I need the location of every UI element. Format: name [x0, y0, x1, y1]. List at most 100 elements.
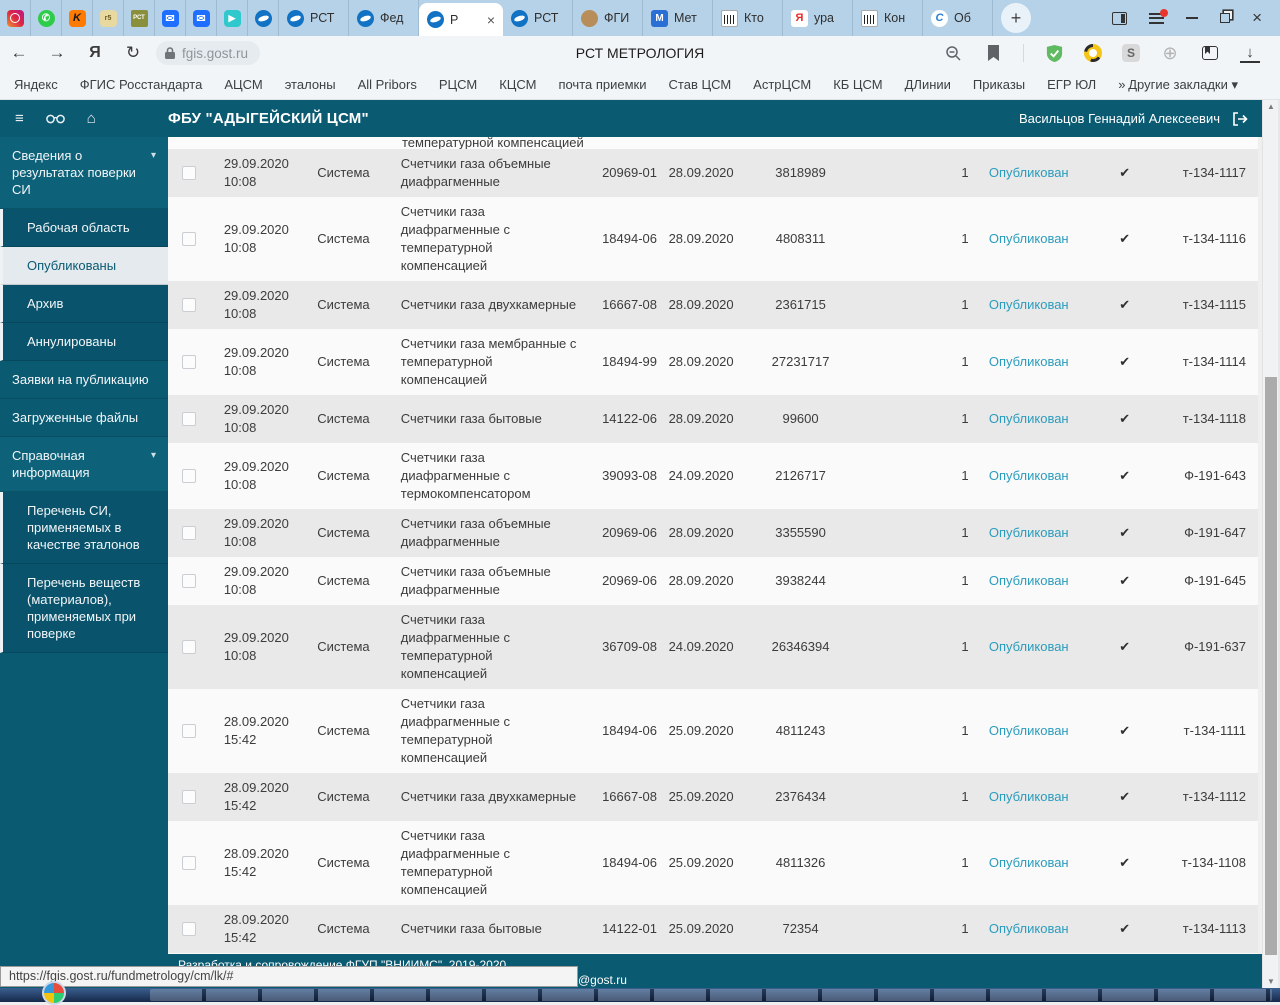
browser-tab[interactable]: РСТ [503, 0, 573, 36]
row-checkbox[interactable] [182, 166, 196, 180]
row-checkbox[interactable] [182, 640, 196, 654]
row-status-link[interactable]: Опубликован [977, 920, 1081, 938]
sidebar-item[interactable]: Заявки на публикацию [0, 361, 168, 399]
row-status-link[interactable]: Опубликован [977, 353, 1081, 371]
pinned-tab[interactable] [93, 0, 124, 36]
browser-menu-icon[interactable] [1149, 13, 1164, 24]
bookmark-item[interactable]: Яндекс [14, 77, 58, 92]
browser-tab[interactable]: Кон [853, 0, 923, 36]
row-checkbox[interactable] [182, 355, 196, 369]
bookmark-item[interactable]: почта приемки [558, 77, 646, 92]
bookmark-item[interactable]: КЦСМ [499, 77, 536, 92]
yandex-home-button[interactable]: Я [76, 44, 114, 62]
row-status-link[interactable]: Опубликован [977, 410, 1081, 428]
row-checkbox[interactable] [182, 469, 196, 483]
bookmark-item[interactable]: эталоны [285, 77, 336, 92]
scroll-up-arrow[interactable]: ▲ [1263, 102, 1279, 111]
address-bar[interactable]: fgis.gost.ru [156, 41, 260, 65]
start-button[interactable] [42, 981, 66, 1005]
row-checkbox[interactable] [182, 526, 196, 540]
browser-tab[interactable]: ФГИ [573, 0, 643, 36]
new-tab-button[interactable]: + [1001, 3, 1031, 33]
taskbar-apps[interactable] [150, 989, 1272, 1001]
reading-glasses-icon[interactable] [46, 113, 65, 124]
page-scrollbar[interactable]: ▲ ▼ [1262, 100, 1278, 988]
row-checkbox[interactable] [182, 232, 196, 246]
adblock-shield-icon[interactable] [1044, 43, 1064, 63]
bookmark-item[interactable]: АстрЦСМ [753, 77, 811, 92]
row-status-link[interactable]: Опубликован [977, 467, 1081, 485]
bookmark-item[interactable]: ДЛинии [905, 77, 951, 92]
bookmark-item[interactable]: Приказы [973, 77, 1025, 92]
sidebar-item[interactable]: Архив [0, 285, 168, 323]
tab-close-icon[interactable]: × [487, 12, 495, 28]
downloads-icon[interactable]: ↓ [1240, 43, 1260, 63]
row-checkbox[interactable] [182, 790, 196, 804]
row-checkbox[interactable] [182, 298, 196, 312]
row-status-link[interactable]: Опубликован [977, 230, 1081, 248]
tab-groups-icon[interactable] [1200, 43, 1220, 63]
bookmark-item[interactable]: ЕГР ЮЛ [1047, 77, 1096, 92]
row-checkbox[interactable] [182, 724, 196, 738]
row-checkbox[interactable] [182, 856, 196, 870]
globe-extension-icon[interactable]: ⊕ [1160, 43, 1180, 63]
browser-tab[interactable]: Кто [713, 0, 783, 36]
sidebar-item[interactable]: Перечень веществ (материалов), применяем… [0, 564, 168, 653]
savefrom-extension-icon[interactable]: S [1122, 44, 1140, 62]
scrollbar-thumb[interactable] [1265, 377, 1277, 955]
home-icon[interactable]: ⌂ [87, 111, 96, 126]
row-checkbox[interactable] [182, 922, 196, 936]
browser-tab[interactable]: Р × [419, 3, 503, 36]
pinned-tab[interactable] [62, 0, 93, 36]
browser-tab[interactable]: Мет [643, 0, 713, 36]
refresh-button[interactable]: ↻ [114, 43, 152, 63]
row-checkbox[interactable] [182, 412, 196, 426]
bookmark-item[interactable]: КБ ЦСМ [833, 77, 882, 92]
sidebar-item[interactable]: Загруженные файлы [0, 399, 168, 437]
pinned-tab[interactable] [217, 0, 248, 36]
sidebar-item[interactable]: Перечень СИ, применяемых в качестве этал… [0, 492, 168, 564]
sidebar-item[interactable]: Аннулированы [0, 323, 168, 361]
other-bookmarks-button[interactable]: Другие закладки ▾ [1128, 77, 1280, 93]
bookmark-item[interactable]: » [1118, 77, 1125, 92]
zoom-out-icon[interactable] [943, 43, 963, 63]
bookmark-item[interactable]: All Pribors [358, 77, 417, 92]
pinned-tab[interactable] [31, 0, 62, 36]
restore-button[interactable] [1220, 13, 1230, 23]
row-status-link[interactable]: Опубликован [977, 722, 1081, 740]
row-status-link[interactable]: Опубликован [977, 296, 1081, 314]
logout-icon[interactable] [1232, 112, 1248, 126]
sidebar-item[interactable]: Справочная информация ▾ [0, 437, 168, 492]
bookmark-item[interactable]: ФГИС Росстандарта [80, 77, 203, 92]
sidebar-item[interactable]: Сведения о результатах поверки СИ ▾ [0, 137, 168, 209]
pinned-tab[interactable] [248, 0, 279, 36]
bookmark-flag-icon[interactable] [983, 43, 1003, 63]
back-button[interactable]: ← [0, 43, 38, 63]
row-status-link[interactable]: Опубликован [977, 788, 1081, 806]
row-status-link[interactable]: Опубликован [977, 854, 1081, 872]
bookmark-item[interactable]: РЦСМ [439, 77, 477, 92]
browser-tab[interactable]: Фед [349, 0, 419, 36]
row-status-link[interactable]: Опубликован [977, 638, 1081, 656]
hamburger-menu-icon[interactable]: ≡ [15, 111, 24, 126]
bookmark-item[interactable]: Став ЦСМ [669, 77, 732, 92]
pinned-tab[interactable] [155, 0, 186, 36]
extension-donut-icon[interactable] [1084, 44, 1102, 62]
bookmark-item[interactable]: АЦСМ [224, 77, 262, 92]
row-status-link[interactable]: Опубликован [977, 572, 1081, 590]
row-status-link[interactable]: Опубликован [977, 524, 1081, 542]
browser-tab[interactable]: РСТ [279, 0, 349, 36]
close-window-button[interactable]: × [1252, 8, 1262, 28]
row-checkbox[interactable] [182, 574, 196, 588]
scroll-down-arrow[interactable]: ▼ [1263, 977, 1279, 986]
browser-tab[interactable]: Об [923, 0, 993, 36]
sidebar-panel-icon[interactable] [1112, 12, 1127, 25]
minimize-button[interactable] [1186, 17, 1198, 19]
pinned-tab[interactable] [186, 0, 217, 36]
pinned-tab[interactable] [124, 0, 155, 36]
forward-button[interactable]: → [38, 43, 76, 63]
sidebar-item[interactable]: Опубликованы [0, 247, 168, 285]
sidebar-item[interactable]: Рабочая область [0, 209, 168, 247]
browser-tab[interactable]: ура [783, 0, 853, 36]
pinned-tab[interactable] [0, 0, 31, 36]
